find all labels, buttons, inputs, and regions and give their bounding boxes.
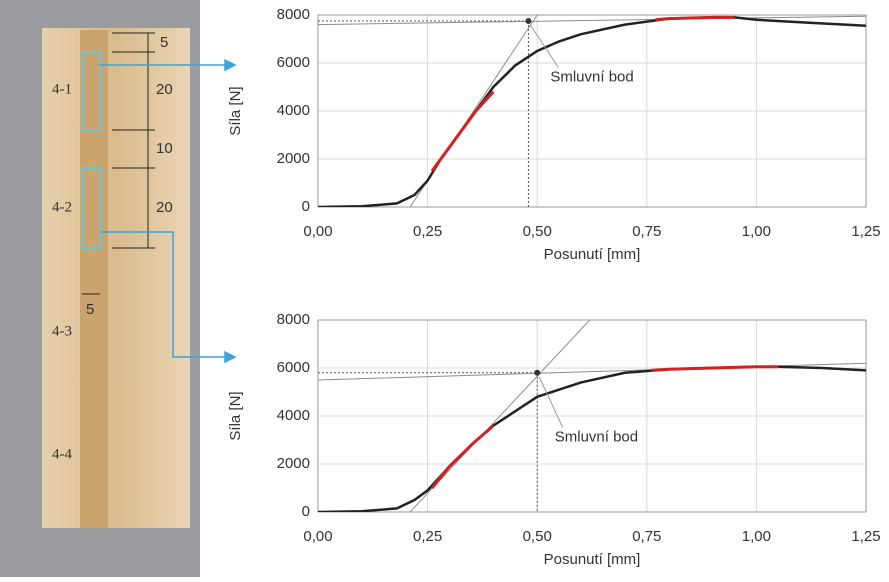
specimen-label: 4-3	[52, 323, 72, 339]
specimen-label: 4-1	[52, 81, 72, 97]
y-tick-label: 6000	[277, 359, 310, 376]
x-tick-label: 1,25	[851, 528, 880, 545]
series-line	[430, 90, 495, 172]
y-tick-label: 2000	[277, 150, 310, 167]
x-tick-label: 0,75	[632, 528, 661, 545]
dimension-label: 5	[160, 34, 168, 51]
region-1	[81, 51, 101, 131]
series-line	[430, 424, 495, 489]
x-tick-label: 0,75	[632, 223, 661, 240]
point	[534, 369, 541, 376]
plot-frame	[317, 319, 867, 513]
y-tick-label: 2000	[277, 455, 310, 472]
y-tick-label: 8000	[277, 6, 310, 23]
y-tick-label: 4000	[277, 407, 310, 424]
annotation-leader	[530, 24, 559, 68]
annotation-leader	[538, 376, 564, 428]
y-tick-label: 6000	[277, 54, 310, 71]
x-tick-label: 0,25	[413, 223, 442, 240]
x-tick-label: 0,50	[523, 223, 552, 240]
y-axis-label: Síla [N]	[227, 391, 244, 440]
annotation: Smluvní bod	[550, 68, 633, 85]
specimen-label: 4-4	[52, 446, 72, 462]
dimension-label: 20	[156, 199, 173, 216]
x-axis-label: Posunutí [mm]	[544, 551, 641, 568]
series-line	[318, 15, 866, 26]
specimen-label: 4-2	[52, 199, 72, 215]
y-tick-label: 0	[302, 198, 310, 215]
x-tick-label: 0,25	[413, 528, 442, 545]
y-axis-label: Síla [N]	[227, 86, 244, 135]
series-line	[651, 365, 779, 372]
dimension-label: 5	[86, 301, 94, 318]
region-2	[81, 167, 101, 249]
x-tick-label: 0,50	[523, 528, 552, 545]
groove	[80, 30, 108, 528]
annotation: Smluvní bod	[555, 429, 638, 446]
y-tick-label: 8000	[277, 311, 310, 328]
plot-frame	[317, 14, 867, 208]
x-tick-label: 0,00	[303, 223, 332, 240]
x-tick-label: 1,00	[742, 528, 771, 545]
series-line	[318, 16, 866, 207]
y-tick-label: 0	[302, 503, 310, 520]
photo: 4-1 4-2 4-3 4-4 5 20 10 20 5	[0, 0, 237, 577]
dimension-label: 10	[156, 140, 173, 157]
x-tick-label: 1,00	[742, 223, 771, 240]
dimension-label: 20	[156, 81, 173, 98]
x-tick-label: 1,25	[851, 223, 880, 240]
series-line	[655, 15, 735, 22]
x-axis-label: Posunutí [mm]	[544, 246, 641, 263]
y-tick-label: 4000	[277, 102, 310, 119]
point	[525, 18, 532, 24]
wood-specimen	[42, 28, 190, 528]
x-tick-label: 0,00	[303, 528, 332, 545]
